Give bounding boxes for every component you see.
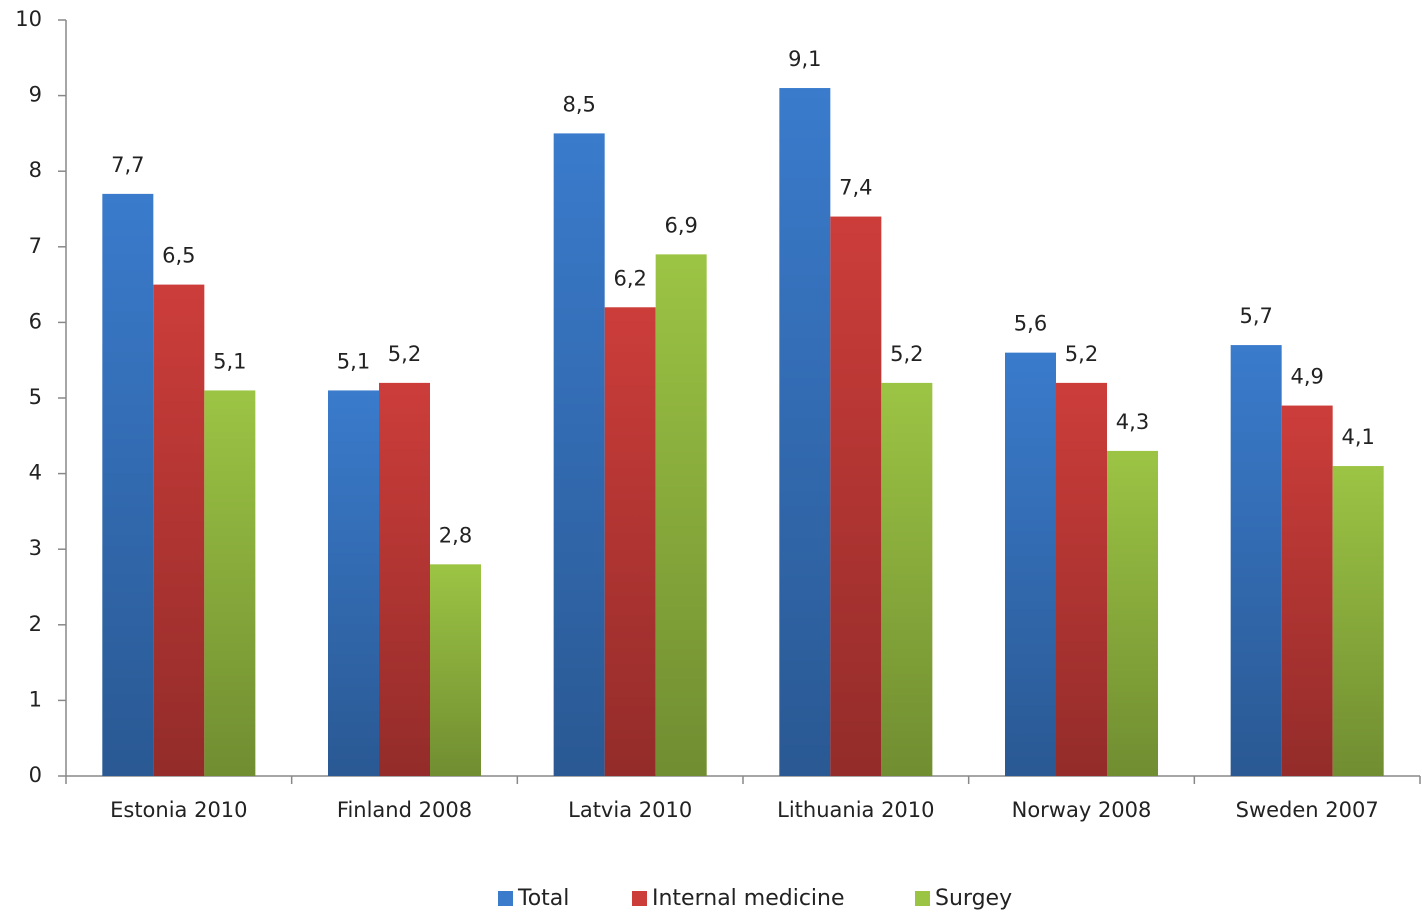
y-tick-label: 10 — [15, 7, 42, 31]
bar-shade — [881, 382, 933, 776]
y-tick-label: 1 — [29, 687, 42, 711]
bar-shade — [553, 133, 605, 776]
value-label: 5,7 — [1239, 304, 1272, 328]
bar-shade — [379, 382, 430, 776]
value-label: 6,5 — [162, 244, 195, 268]
legend-label: Internal medicine — [652, 886, 845, 911]
y-tick-label: 8 — [29, 158, 42, 182]
bar-shade — [102, 193, 154, 776]
value-label: 7,7 — [111, 153, 144, 177]
value-label: 5,2 — [1065, 342, 1098, 366]
bar-shade — [153, 284, 205, 776]
x-tick-label: Lithuania 2010 — [777, 798, 934, 822]
y-tick-label: 6 — [29, 309, 42, 333]
x-tick-label: Finland 2008 — [337, 798, 472, 822]
bar-shade — [204, 390, 256, 776]
value-label: 5,2 — [890, 342, 923, 366]
value-label: 6,9 — [664, 213, 697, 237]
bar-shade — [430, 564, 481, 776]
legend-swatch — [498, 891, 513, 906]
value-label: 5,1 — [213, 349, 246, 373]
bar-shade — [830, 216, 882, 776]
legend-swatch — [915, 891, 930, 906]
legend-label: Total — [517, 886, 569, 911]
y-tick-label: 5 — [29, 385, 42, 409]
value-label: 4,9 — [1290, 365, 1323, 389]
legend-label: Surgey — [935, 886, 1012, 911]
bar-shade — [655, 254, 707, 777]
bar-shade — [1005, 352, 1056, 776]
bar-shade — [1281, 405, 1333, 776]
value-label: 5,6 — [1014, 312, 1047, 336]
y-tick-label: 7 — [29, 234, 42, 258]
bar-shade — [604, 307, 656, 776]
x-tick-label: Sweden 2007 — [1236, 798, 1379, 822]
bar-shade — [1107, 450, 1158, 776]
bar-shade — [1230, 345, 1282, 776]
value-label: 9,1 — [788, 47, 821, 71]
x-tick-label: Norway 2008 — [1012, 798, 1152, 822]
value-label: 4,1 — [1341, 425, 1374, 449]
bar-shade — [1056, 382, 1107, 776]
value-label: 5,2 — [388, 342, 421, 366]
value-label: 2,8 — [439, 523, 472, 547]
value-label: 7,4 — [839, 176, 872, 200]
y-tick-label: 3 — [29, 536, 42, 560]
x-tick-label: Latvia 2010 — [568, 798, 692, 822]
legend-swatch — [632, 891, 647, 906]
bar-shade — [779, 88, 831, 777]
bar-shade — [328, 390, 379, 776]
y-tick-label: 4 — [29, 461, 42, 485]
y-tick-label: 0 — [29, 763, 42, 787]
bar-shade — [1332, 466, 1384, 776]
y-tick-label: 2 — [29, 612, 42, 636]
value-label: 5,1 — [337, 349, 370, 373]
x-tick-label: Estonia 2010 — [110, 798, 247, 822]
value-label: 4,3 — [1116, 410, 1149, 434]
y-tick-label: 9 — [29, 83, 42, 107]
value-label: 8,5 — [562, 92, 595, 116]
value-label: 6,2 — [613, 266, 646, 290]
